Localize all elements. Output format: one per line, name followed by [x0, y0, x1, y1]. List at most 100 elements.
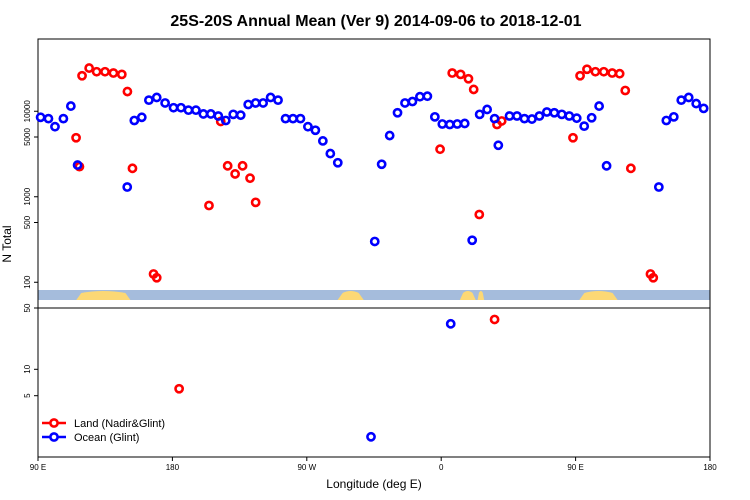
- top-point: [564, 111, 575, 121]
- land-strip-segment: [477, 291, 485, 300]
- top-point: [58, 113, 69, 124]
- top-point: [310, 125, 321, 136]
- top-point: [245, 173, 255, 184]
- top-panel-frame: [37, 38, 711, 309]
- top-point: [243, 99, 254, 110]
- top-point: [590, 66, 601, 77]
- top-point: [474, 209, 485, 220]
- land-strip-segment: [579, 291, 618, 300]
- top-point: [534, 111, 545, 121]
- top-point: [435, 144, 445, 155]
- top-point: [463, 73, 474, 84]
- bottom-point: [489, 314, 500, 325]
- top-point: [676, 95, 687, 106]
- top-point: [332, 157, 343, 168]
- top-point: [648, 272, 659, 283]
- x-tick-label: 90 E: [30, 463, 46, 472]
- top-point: [127, 163, 138, 174]
- top-point: [625, 163, 636, 174]
- top-point: [519, 113, 530, 124]
- top-point: [407, 96, 418, 107]
- top-point: [579, 121, 590, 132]
- top-point: [176, 102, 186, 113]
- top-point: [151, 92, 162, 103]
- top-point: [280, 113, 291, 124]
- land-strip-segment: [337, 291, 364, 300]
- top-point: [504, 111, 515, 121]
- top-point: [447, 68, 458, 78]
- top-y-tick-label: 10000: [23, 100, 32, 123]
- top-point: [467, 235, 478, 246]
- bottom-panel: 5 10 50: [23, 303, 711, 458]
- bottom-y-tick-label: 50: [23, 303, 32, 312]
- top-point: [683, 92, 694, 103]
- top-point: [160, 98, 171, 108]
- top-point: [452, 119, 463, 129]
- top-point: [136, 112, 147, 123]
- top-point: [512, 111, 522, 121]
- top-point: [91, 66, 102, 77]
- top-point: [661, 115, 672, 126]
- top-point: [35, 112, 46, 123]
- top-point: [429, 111, 440, 122]
- top-point: [527, 114, 537, 124]
- top-point: [437, 119, 448, 129]
- land-strip-segment: [76, 291, 131, 300]
- top-point: [151, 272, 162, 283]
- top-point: [108, 68, 119, 78]
- top-point: [168, 102, 179, 113]
- top-y-tick-label: 5000: [23, 128, 32, 146]
- top-point: [183, 105, 194, 116]
- x-tick-label: 90 E: [567, 463, 583, 472]
- top-point: [65, 101, 76, 111]
- top-point: [582, 64, 592, 75]
- top-point: [422, 91, 433, 102]
- top-point: [295, 113, 306, 124]
- x-axis-label: Longitude (deg E): [326, 477, 421, 491]
- top-point: [43, 113, 54, 124]
- top-point: [598, 66, 609, 77]
- top-point: [556, 109, 567, 120]
- top-point: [376, 159, 387, 170]
- x-tick-label: 0: [439, 463, 444, 472]
- top-point: [474, 109, 485, 120]
- top-point: [575, 70, 585, 81]
- top-point: [235, 110, 246, 121]
- legend: Land (Nadir&Glint) Ocean (Glint): [42, 418, 165, 444]
- top-point: [250, 197, 261, 208]
- top-point: [317, 136, 328, 146]
- top-point: [594, 101, 605, 111]
- top-point: [303, 121, 313, 132]
- top-point: [369, 236, 380, 247]
- top-point: [459, 118, 470, 129]
- land-strip-segment: [459, 291, 476, 300]
- bottom-y-tick-label: 5: [23, 393, 32, 398]
- top-point: [50, 121, 60, 132]
- top-point: [204, 200, 214, 211]
- top-point: [265, 92, 276, 103]
- x-tick-label: 180: [703, 463, 717, 472]
- top-point: [415, 91, 425, 102]
- top-point: [325, 148, 336, 159]
- top-point: [400, 98, 410, 108]
- top-panel: 100 500 1000 5000 10000: [23, 38, 711, 309]
- top-point: [568, 132, 578, 143]
- legend-label: Ocean (Glint): [74, 432, 139, 444]
- top-point: [541, 107, 552, 117]
- top-point: [250, 98, 261, 108]
- top-point: [84, 63, 95, 73]
- top-point: [668, 111, 679, 122]
- x-axis: 90 E 180 90 W 0 90 E 180: [30, 457, 717, 472]
- top-point: [122, 86, 133, 97]
- legend-label: Land (Nadir&Glint): [74, 418, 165, 430]
- top-point: [77, 70, 87, 81]
- top-point: [392, 107, 403, 118]
- top-point: [489, 113, 500, 124]
- top-point: [571, 113, 582, 124]
- x-tick-label: 180: [166, 463, 180, 472]
- top-point: [384, 130, 395, 141]
- top-point: [607, 68, 618, 78]
- top-point: [493, 140, 504, 151]
- top-point: [288, 113, 298, 124]
